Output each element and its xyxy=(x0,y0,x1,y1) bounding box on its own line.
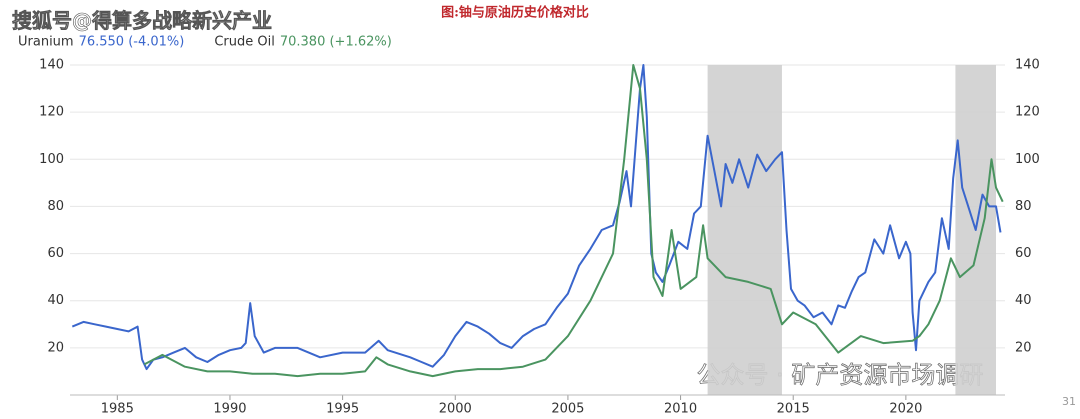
series-line xyxy=(143,64,1004,378)
legend-value: 70.380 (+1.62%) xyxy=(280,35,392,50)
y-tick-label: 80 xyxy=(47,199,64,214)
x-tick-label: 1990 xyxy=(213,402,246,417)
x-tick-label: 2015 xyxy=(777,402,810,417)
x-tick-label: 2005 xyxy=(551,402,584,417)
y-tick-label: 120 xyxy=(39,105,64,120)
chart-title: 图:铀与原油历史价格对比 xyxy=(441,5,589,21)
y-tick-label: 20 xyxy=(47,340,64,355)
x-tick-label: 1985 xyxy=(101,402,134,417)
highlight-range xyxy=(707,65,782,395)
y-tick-label: 40 xyxy=(47,293,64,308)
y2-tick-label: 100 xyxy=(1015,152,1040,167)
y2-tick-label: 140 xyxy=(1015,58,1040,73)
legend-name: Uranium xyxy=(18,35,74,50)
legend-value: 76.550 (-4.01%) xyxy=(79,35,185,50)
y2-tick-label: 40 xyxy=(1015,293,1032,308)
y-tick-label: 60 xyxy=(47,246,64,261)
x-tick-label: 2020 xyxy=(889,402,922,417)
y-tick-label: 140 xyxy=(39,58,64,73)
y2-tick-label: 120 xyxy=(1015,105,1040,120)
y2-tick-label: 80 xyxy=(1015,199,1032,214)
x-tick-label: 1995 xyxy=(326,402,359,417)
y-tick-label: 100 xyxy=(39,152,64,167)
series-line xyxy=(71,64,1002,371)
page-number: 31 xyxy=(1062,395,1076,408)
y2-tick-label: 20 xyxy=(1015,340,1032,355)
legend-name: Crude Oil xyxy=(214,35,275,50)
y2-tick-label: 60 xyxy=(1015,246,1032,261)
x-tick-label: 2010 xyxy=(664,402,697,417)
x-tick-label: 2000 xyxy=(439,402,472,417)
watermark: 搜狐号@得算多战略新兴产业 xyxy=(12,9,272,33)
legend: Uranium 76.550 (-4.01%) Crude Oil 70.380 (+… xyxy=(18,35,392,50)
